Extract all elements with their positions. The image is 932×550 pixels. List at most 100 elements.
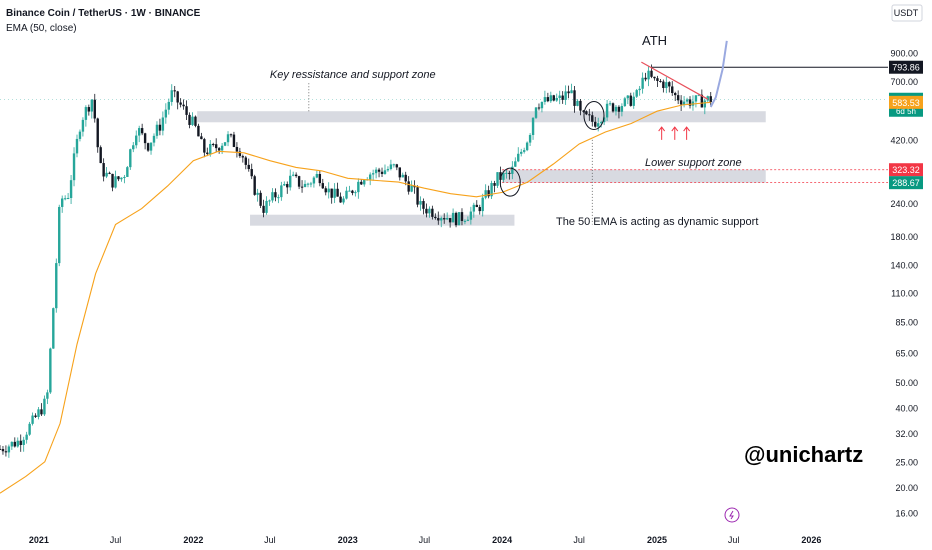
candle-body (214, 144, 218, 149)
x-tick-label: Jul (573, 535, 585, 545)
candle-body (200, 136, 203, 140)
candle-body (129, 149, 132, 168)
candle-body (555, 98, 558, 101)
price-tag-lower-lower: 288.67 (889, 176, 923, 190)
candle-body (428, 208, 431, 214)
candle-body (537, 107, 541, 109)
annotation-ema-note: The 50 EMA is acting as dynamic support (556, 216, 758, 228)
candle-body (567, 91, 570, 94)
candle-body (493, 183, 496, 186)
candle-body (66, 197, 70, 199)
candle-body (632, 96, 635, 106)
candle-body (143, 133, 147, 144)
candle-body (212, 144, 215, 146)
candle-body (597, 123, 600, 127)
y-tick-label: 32.00 (895, 429, 918, 439)
candle-body (271, 192, 274, 201)
candle-body (188, 114, 191, 125)
candle-body (58, 206, 61, 264)
y-tick-label: 900.00 (890, 48, 918, 58)
ema-touch-circle-2 (499, 167, 521, 197)
y-tick-label: 16.00 (895, 508, 918, 518)
candle-body (60, 198, 64, 207)
x-tick-label: Jul (419, 535, 431, 545)
price-tag-bg (889, 95, 923, 109)
candle-body (460, 212, 464, 221)
price-tag-bg (889, 60, 923, 74)
candle-body (552, 95, 555, 101)
candle-body (588, 114, 591, 116)
x-axis: 2021 Jul 2022 Jul 2023 Jul 2024 Jul 2025 Jul 2026 (29, 535, 822, 545)
price-tag-lower-upper: 323.32 (889, 163, 923, 177)
candle-body (182, 104, 185, 107)
candle-body (425, 208, 428, 214)
candle-body (0, 448, 2, 450)
annotation-key-zone: Key ressistance and support zone (270, 69, 436, 81)
candle-body (63, 198, 67, 200)
candle-body (155, 124, 159, 136)
candle-body (505, 172, 508, 174)
candle-body (585, 111, 588, 115)
candle-body (16, 440, 19, 447)
candle-body (238, 151, 242, 157)
candle-body (472, 204, 476, 212)
candle-body (576, 100, 579, 106)
candle-body (445, 218, 449, 220)
candle-body (75, 138, 79, 154)
candle-body (659, 80, 662, 82)
candle-body (46, 392, 49, 399)
y-tick-label: 65.00 (895, 348, 918, 358)
candle-body (274, 192, 277, 198)
candle-body (594, 121, 597, 127)
candle-body (543, 97, 547, 102)
y-tick-label: 240.00 (890, 199, 918, 209)
candle-body (469, 211, 473, 220)
candle-body (602, 117, 606, 123)
candle-body (120, 177, 123, 180)
price-tag-value: 288.67 (892, 178, 920, 188)
candle-body (111, 173, 114, 188)
candle-body (158, 124, 162, 131)
candle-body (114, 176, 117, 188)
candle-body (43, 398, 46, 415)
lower-support-zone (502, 169, 766, 183)
candle-body (463, 220, 467, 222)
candle-body (573, 90, 576, 106)
candle-body (582, 110, 585, 112)
candle-body (49, 348, 52, 393)
candle-body (534, 107, 538, 118)
candle-body (688, 99, 692, 106)
candle-body (490, 183, 493, 197)
candle-body (40, 409, 43, 415)
candle-body (81, 119, 85, 132)
price-tag-bg (889, 163, 923, 177)
bottom-zone (250, 214, 515, 226)
candle-body (434, 216, 437, 219)
candle-body (137, 128, 141, 136)
x-tick-label: 2024 (492, 535, 512, 545)
candle-body (351, 190, 354, 194)
y-tick-label: 20.00 (895, 483, 918, 493)
candle-body (641, 77, 644, 89)
price-tag-bg (889, 176, 923, 190)
candle-body (253, 176, 256, 195)
candle-body (241, 156, 245, 158)
price-tag-value: 793.86 (892, 63, 920, 73)
y-tick-label: 110.00 (891, 288, 918, 298)
candle-body (525, 142, 529, 151)
candle-body (508, 172, 511, 174)
candle-body (164, 109, 168, 118)
y-tick-label: 180.00 (890, 232, 918, 242)
candle-body (28, 423, 31, 435)
candle-body (277, 197, 280, 199)
candle-body (422, 201, 425, 209)
candle-body (19, 440, 22, 445)
candle-body (300, 186, 304, 188)
candle-body (220, 145, 224, 151)
y-tick-label: 85.00 (895, 318, 918, 328)
candle-body (437, 218, 440, 221)
candle-body (99, 147, 102, 164)
x-tick-label: 2026 (801, 535, 821, 545)
candle-body (256, 192, 259, 195)
